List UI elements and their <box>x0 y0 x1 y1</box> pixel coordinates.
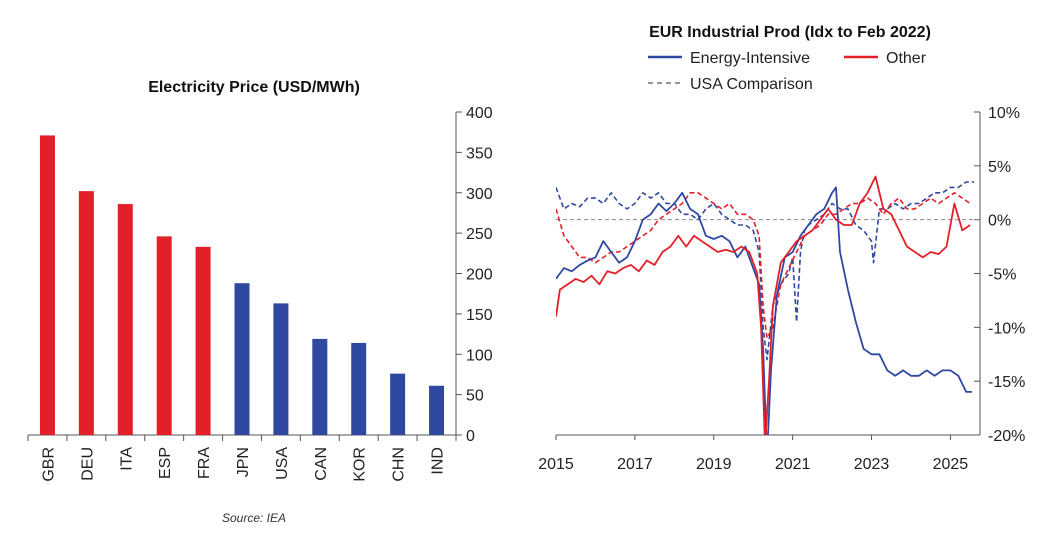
right-x-tick-label: 2019 <box>696 456 732 473</box>
bar-ita <box>117 204 133 435</box>
bar-deu <box>78 191 94 435</box>
left-x-tick-label: FRA <box>196 447 213 479</box>
left-y-tick-label: 0 <box>466 428 475 445</box>
legend-energy-intensive-label: Energy-Intensive <box>690 50 810 67</box>
left-x-tick-label: GBR <box>40 447 57 482</box>
left-y-tick-label: 250 <box>466 226 493 243</box>
left-chart-title: Electricity Price (USD/MWh) <box>148 79 360 96</box>
legend-other-label: Other <box>886 50 927 67</box>
left-bars <box>39 135 445 436</box>
right-x-tick-label: 2025 <box>933 456 969 473</box>
bar-gbr <box>39 135 55 436</box>
bar-esp <box>156 236 172 435</box>
left-x-tick-label: KOR <box>352 447 369 482</box>
series-line-usa-other-dashed <box>556 192 971 339</box>
electricity-price-chart: Electricity Price (USD/MWh) GBR DEU ITA ESP… <box>27 79 493 525</box>
bar-ind <box>429 385 445 435</box>
right-axes <box>555 111 981 440</box>
right-x-tick-label: 2017 <box>617 456 653 473</box>
source-note: Source: IEA <box>222 511 286 525</box>
left-y-tick-label: 50 <box>466 388 484 405</box>
left-x-tick-label: USA <box>274 447 291 480</box>
right-series-lines <box>556 175 975 435</box>
left-y-tick-label: 350 <box>466 145 493 162</box>
right-chart-title: EUR Industrial Prod (Idx to Feb 2022) <box>649 24 931 41</box>
left-y-tick-label: 200 <box>466 267 493 284</box>
bar-usa <box>273 303 289 435</box>
left-x-tick-label: ITA <box>118 447 135 471</box>
series-line-other <box>556 175 971 435</box>
left-y-tick-label: 150 <box>466 307 493 324</box>
right-x-tick-label: 2023 <box>854 456 890 473</box>
right-y-tick-label: 10% <box>988 105 1020 122</box>
left-x-tick-label: ESP <box>157 447 174 479</box>
left-x-tick-label: DEU <box>79 447 96 481</box>
right-y-tick-label: 5% <box>988 159 1011 176</box>
right-y-tick-label: -5% <box>988 267 1016 284</box>
left-x-tick-label: IND <box>430 447 447 475</box>
right-y-tick-labels: 10% 5% 0% -5% -10% -15% -20% <box>988 105 1025 445</box>
industrial-production-chart: EUR Industrial Prod (Idx to Feb 2022) En… <box>538 24 1025 473</box>
right-x-tick-label: 2021 <box>775 456 811 473</box>
legend: Energy-Intensive Other USA Comparison <box>648 50 927 93</box>
bar-chn <box>390 373 406 435</box>
right-y-tick-label: -10% <box>988 320 1025 337</box>
left-x-tick-label: JPN <box>235 447 252 477</box>
right-x-tick-labels: 2015 2017 2019 2021 2023 2025 <box>538 456 968 473</box>
left-y-tick-labels: 0 50 100 150 200 250 300 350 400 <box>466 105 493 445</box>
left-y-tick-label: 400 <box>466 105 493 122</box>
right-y-tick-label: 0% <box>988 213 1011 230</box>
left-x-tick-label: CAN <box>313 447 330 481</box>
left-x-tick-label: CHN <box>391 447 408 482</box>
bar-can <box>312 338 328 435</box>
left-y-tick-label: 300 <box>466 186 493 203</box>
series-line-energy-intensive <box>556 186 973 435</box>
right-y-tick-label: -20% <box>988 428 1025 445</box>
left-y-tick-label: 100 <box>466 347 493 364</box>
right-x-tick-label: 2015 <box>538 456 574 473</box>
bar-fra <box>195 246 211 435</box>
bar-jpn <box>234 283 250 435</box>
bar-kor <box>351 342 367 435</box>
left-x-tick-labels: GBR DEU ITA ESP FRA JPN USA CAN KOR CHN IND <box>40 447 446 482</box>
right-y-tick-label: -15% <box>988 374 1025 391</box>
legend-usa-comparison-label: USA Comparison <box>690 76 813 93</box>
